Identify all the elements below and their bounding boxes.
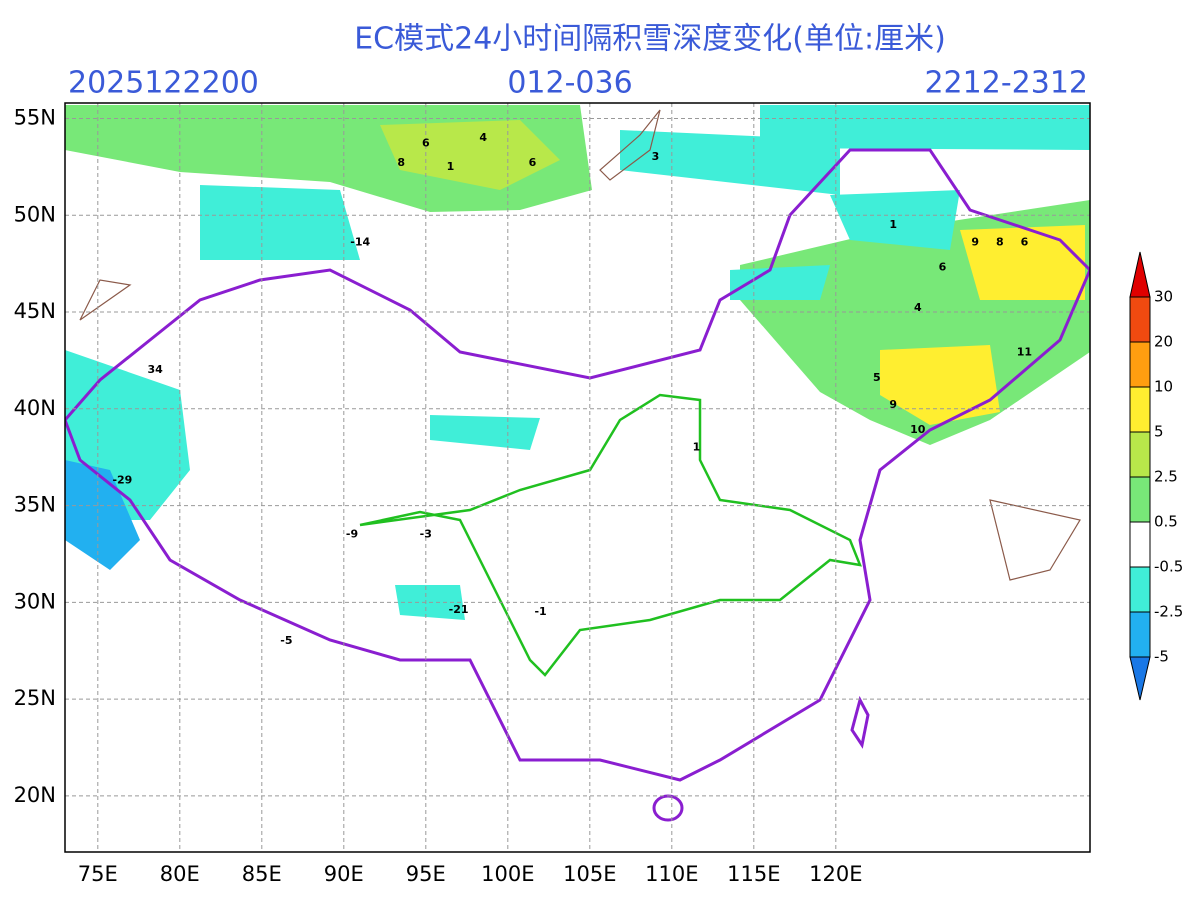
station-value: 6 [1021, 235, 1029, 248]
lon-label: 85E [242, 862, 282, 886]
lat-label: 45N [14, 299, 56, 323]
colorbar-bin [1129, 386, 1151, 433]
station-value: 10 [910, 423, 926, 436]
snow-increase [880, 225, 1085, 425]
colorbar-bin [1129, 476, 1151, 523]
colorbar-label: -5 [1154, 648, 1169, 666]
colorbar-bin [1129, 521, 1151, 568]
station-value: 4 [479, 131, 487, 144]
station-value: 8 [996, 235, 1004, 248]
snow-decrease [620, 105, 1090, 250]
colorbar-label: 20 [1154, 333, 1173, 351]
colorbar-label: -0.5 [1154, 558, 1183, 576]
lat-label: 40N [14, 396, 56, 420]
lon-label: 115E [727, 862, 780, 886]
colorbar-bin [1129, 341, 1151, 388]
station-value: 6 [422, 137, 430, 150]
lon-label: 100E [481, 862, 534, 886]
colorbar-label: 5 [1154, 423, 1164, 441]
colorbar-bin [1129, 296, 1151, 343]
lon-label: 120E [809, 862, 862, 886]
lon-label: 110E [645, 862, 698, 886]
plot-frame [64, 102, 1091, 853]
station-value: 34 [148, 363, 164, 376]
lon-label: 105E [563, 862, 616, 886]
colorbar-label: 2.5 [1154, 468, 1178, 486]
station-value: -21 [449, 603, 469, 616]
station-value: 11 [1017, 346, 1032, 359]
colorbar-label: 0.5 [1154, 513, 1178, 531]
colorbar-label: 30 [1154, 288, 1173, 306]
station-value: -9 [346, 528, 358, 541]
station-value: -3 [420, 528, 432, 541]
station-value: 1 [447, 160, 455, 173]
station-value: 6 [939, 261, 947, 274]
lat-label: 25N [14, 686, 56, 710]
colorbar: -5 -2.5 -0.5 0.5 2.5 5 10 20 30 [1129, 251, 1183, 701]
lat-label: 20N [14, 783, 56, 807]
title: EC模式24小时间隔积雪深度变化(单位:厘米) [354, 22, 946, 57]
lon-label: 90E [324, 862, 364, 886]
lon-label: 80E [160, 862, 200, 886]
colorbar-high [1129, 251, 1151, 298]
colorbar-label: -2.5 [1154, 603, 1183, 621]
station-value: 9 [971, 235, 979, 248]
colorbar-bin [1129, 566, 1151, 613]
lat-label: 55N [14, 105, 56, 129]
station-value: 6 [529, 156, 537, 169]
station-value: 4 [914, 301, 922, 314]
coastline [79, 109, 1081, 581]
lat-label: 35N [14, 493, 56, 517]
snow-decrease [65, 460, 140, 570]
station-value: -5 [280, 634, 292, 647]
colorbar-low [1129, 656, 1151, 701]
china-border [65, 148, 1090, 782]
station-value: 8 [397, 156, 405, 169]
station-value: 5 [873, 371, 881, 384]
lat-label: 30N [14, 589, 56, 613]
station-value: 1 [889, 218, 897, 231]
station-value: -29 [112, 473, 132, 486]
colorbar-label: 10 [1154, 378, 1173, 396]
lon-label: 75E [78, 862, 118, 886]
lon-label: 95E [406, 862, 446, 886]
init-time: 2025122200 [68, 66, 259, 101]
map-layers [65, 103, 1090, 852]
forecast-hours: 012-036 [507, 66, 632, 101]
colorbar-bin [1129, 431, 1151, 478]
graticule: 55N 50N 45N 40N 35N 30N 25N 20N 75E 80E 85E 90E 95E 1… [14, 103, 1090, 886]
river-basin [359, 393, 862, 677]
valid-period: 2212-2312 [924, 66, 1088, 101]
station-value: -1 [534, 605, 546, 618]
snow-increase [380, 120, 560, 190]
station-values: 1 4 6 8 6 1 9 8 6 6 4 5 9 10 11 -14 34 -29 -9 -3 -21 -1 -5 1 3 [112, 131, 1032, 647]
colorbar-bin [1129, 611, 1151, 658]
lat-label: 50N [14, 202, 56, 226]
station-value: -14 [350, 235, 370, 248]
taiwan [850, 695, 870, 749]
station-value: 3 [652, 150, 660, 163]
station-value: 1 [693, 441, 701, 454]
station-value: 9 [889, 398, 897, 411]
